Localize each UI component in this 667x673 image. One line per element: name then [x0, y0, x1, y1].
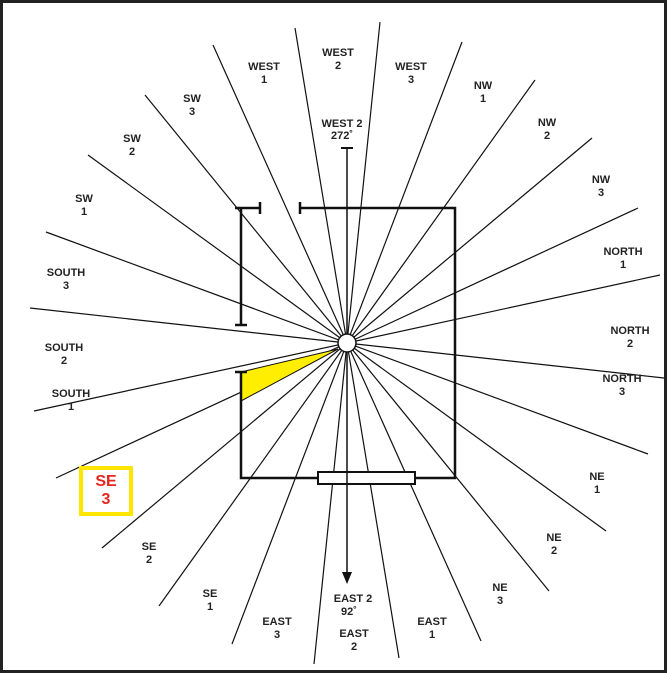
- sector-label: SW: [123, 133, 141, 145]
- sector-label: SW: [75, 193, 93, 205]
- sector-label: 3: [102, 491, 111, 508]
- sector-label: NORTH: [602, 373, 641, 385]
- arrow-head: [342, 572, 352, 584]
- sector-label: 1: [620, 259, 626, 271]
- sector-label: NW: [474, 80, 493, 92]
- sector-label: NORTH: [603, 246, 642, 258]
- sector-label: EAST: [339, 628, 369, 640]
- sector-label: 3: [598, 187, 604, 199]
- sector-label: 2: [335, 60, 341, 72]
- sector-label: 1: [261, 74, 267, 86]
- sector-label: NE: [589, 471, 604, 483]
- sector-label: 1: [429, 629, 435, 641]
- sector-label: WEST: [322, 47, 354, 59]
- sector-label: 3: [63, 280, 69, 292]
- sector-label: 2: [544, 130, 550, 142]
- sector-label: EAST: [417, 616, 447, 628]
- sector-label: EAST: [262, 616, 292, 628]
- sector-label: NE: [492, 582, 507, 594]
- sector-label: NW: [592, 174, 611, 186]
- sector-label: 3: [189, 106, 195, 118]
- sector-label: WEST: [248, 61, 280, 73]
- sector-label: 1: [81, 206, 87, 218]
- sector-label: 2: [351, 641, 357, 653]
- sector-label: NORTH: [610, 325, 649, 337]
- heading-label: EAST 2: [334, 593, 373, 605]
- sector-label: SOUTH: [47, 267, 86, 279]
- sector-label: 2: [146, 554, 152, 566]
- sector-label: 1: [480, 93, 486, 105]
- sector-label: SOUTH: [45, 342, 84, 354]
- sector-label: 1: [68, 401, 74, 413]
- sector-label: 3: [497, 595, 503, 607]
- sector-label: SE: [142, 541, 157, 553]
- sector-label: SE: [95, 473, 117, 490]
- window: [317, 471, 416, 485]
- dimension-marks: [235, 202, 302, 374]
- sector-label: 1: [594, 484, 600, 496]
- sector-label: SW: [183, 93, 201, 105]
- heading-label: WEST 2: [322, 118, 363, 130]
- sector-label: 2: [61, 355, 67, 367]
- sector-label: 2: [129, 146, 135, 158]
- sector-label: NE: [546, 532, 561, 544]
- center: [337, 333, 357, 353]
- sector-label: NW: [538, 117, 557, 129]
- sector-label: WEST: [395, 61, 427, 73]
- sector-label: 1: [207, 601, 213, 613]
- highlight-box: [79, 466, 133, 516]
- sector-label: 2: [551, 545, 557, 557]
- sector-label: 2: [627, 338, 633, 350]
- sector-label: 3: [619, 386, 625, 398]
- heading-label: 272˚: [331, 130, 353, 142]
- sector-label: 3: [274, 629, 280, 641]
- building-outline: [239, 206, 457, 480]
- heading-label: 92˚: [341, 606, 357, 618]
- sector-label: SE: [203, 588, 218, 600]
- sector-label: SOUTH: [52, 388, 91, 400]
- sector-label: 3: [408, 74, 414, 86]
